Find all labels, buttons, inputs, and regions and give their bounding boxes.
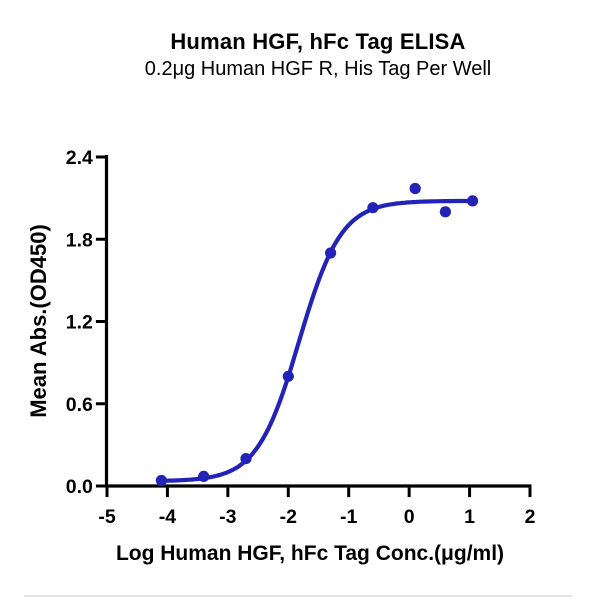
y-tick-label: 0.6 bbox=[66, 394, 93, 416]
x-tick-label: 0 bbox=[404, 506, 415, 528]
data-point bbox=[198, 470, 210, 482]
x-tick-label: 2 bbox=[525, 506, 536, 528]
chart-subtitle: 0.2μg Human HGF R, His Tag Per Well bbox=[144, 58, 492, 80]
chart-title: Human HGF, hFc Tag ELISA bbox=[170, 29, 466, 54]
data-point bbox=[282, 370, 294, 382]
data-point bbox=[467, 195, 479, 207]
data-point bbox=[240, 453, 252, 465]
data-point bbox=[325, 247, 337, 259]
axes-layer: -5 -4 -3 -2 -1 0 1 2 0.0 0.6 1.2 1.8 2.4 bbox=[66, 147, 536, 528]
y-tick-label: 2.4 bbox=[66, 147, 93, 169]
y-tick-label: 0.0 bbox=[66, 476, 93, 498]
data-point bbox=[367, 202, 379, 214]
x-tick-label: -4 bbox=[159, 506, 176, 528]
y-tick-label: 1.8 bbox=[66, 229, 93, 251]
y-axis-title: Mean Abs.(OD450) bbox=[26, 224, 51, 418]
x-tick-label: -1 bbox=[340, 506, 357, 528]
x-tick-label: -5 bbox=[98, 506, 115, 528]
bottom-divider bbox=[24, 595, 572, 597]
x-axis-title: Log Human HGF, hFc Tag Conc.(μg/ml) bbox=[116, 542, 504, 565]
chart-header: Human HGF, hFc Tag ELISA 0.2μg Human HGF… bbox=[36, 28, 600, 82]
fit-curve-and-points bbox=[155, 182, 479, 487]
data-point bbox=[409, 182, 421, 195]
data-point bbox=[155, 474, 167, 487]
x-tick-label: -2 bbox=[280, 506, 297, 528]
y-tick-label: 1.2 bbox=[66, 312, 93, 334]
data-point bbox=[439, 206, 451, 218]
x-tick-label: 1 bbox=[464, 506, 475, 528]
fit-curve bbox=[159, 198, 475, 483]
x-tick-label: -3 bbox=[219, 506, 236, 528]
